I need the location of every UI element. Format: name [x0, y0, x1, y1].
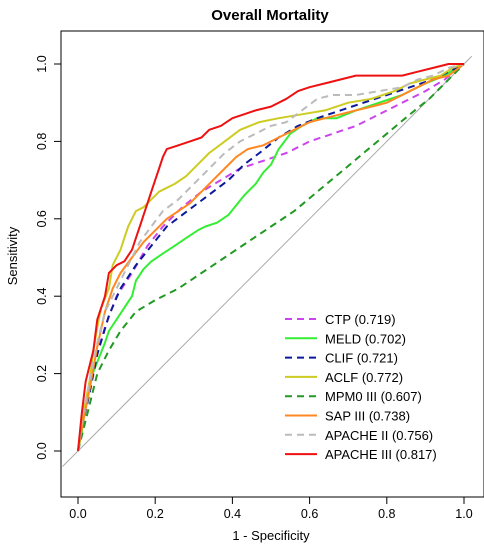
- series-line-2: [77, 63, 465, 452]
- legend-item-label: CTP (0.719): [325, 312, 396, 327]
- y-tick-label: 1.0: [35, 55, 49, 72]
- series-line-7: [77, 63, 464, 452]
- chart-title: Overall Mortality: [211, 7, 329, 24]
- y-axis-label: Sensitivity: [5, 226, 20, 285]
- legend-item-label: SAP III (0.738): [325, 409, 410, 424]
- series-line-5: [77, 63, 465, 452]
- series-line-3: [77, 63, 465, 452]
- legend-item-label: APACHE II (0.756): [325, 428, 433, 443]
- y-tick-label: 0.6: [35, 210, 49, 227]
- legend-item-label: APACHE III (0.817): [325, 447, 437, 462]
- x-tick-label: 0.2: [147, 507, 164, 521]
- reference-diagonal-line: [62, 55, 473, 467]
- x-tick-label: 0.0: [69, 507, 86, 521]
- legend-item-label: ACLF (0.772): [325, 370, 403, 385]
- legend-item-label: MPM0 III (0.607): [325, 389, 422, 404]
- x-tick-label: 0.4: [224, 507, 241, 521]
- x-axis-label: 1 - Specificity: [232, 528, 310, 543]
- legend-item-label: MELD (0.702): [325, 331, 406, 346]
- y-tick-label: 0.4: [35, 287, 49, 304]
- x-tick-label: 0.8: [378, 507, 395, 521]
- series-line-6: [77, 63, 465, 452]
- x-tick-label: 1.0: [455, 507, 472, 521]
- legend-item-label: CLIF (0.721): [325, 351, 398, 366]
- y-tick-label: 0.8: [35, 133, 49, 150]
- y-tick-label: 0.2: [35, 365, 49, 382]
- x-tick-label: 0.6: [301, 507, 318, 521]
- y-tick-label: 0.0: [35, 442, 49, 459]
